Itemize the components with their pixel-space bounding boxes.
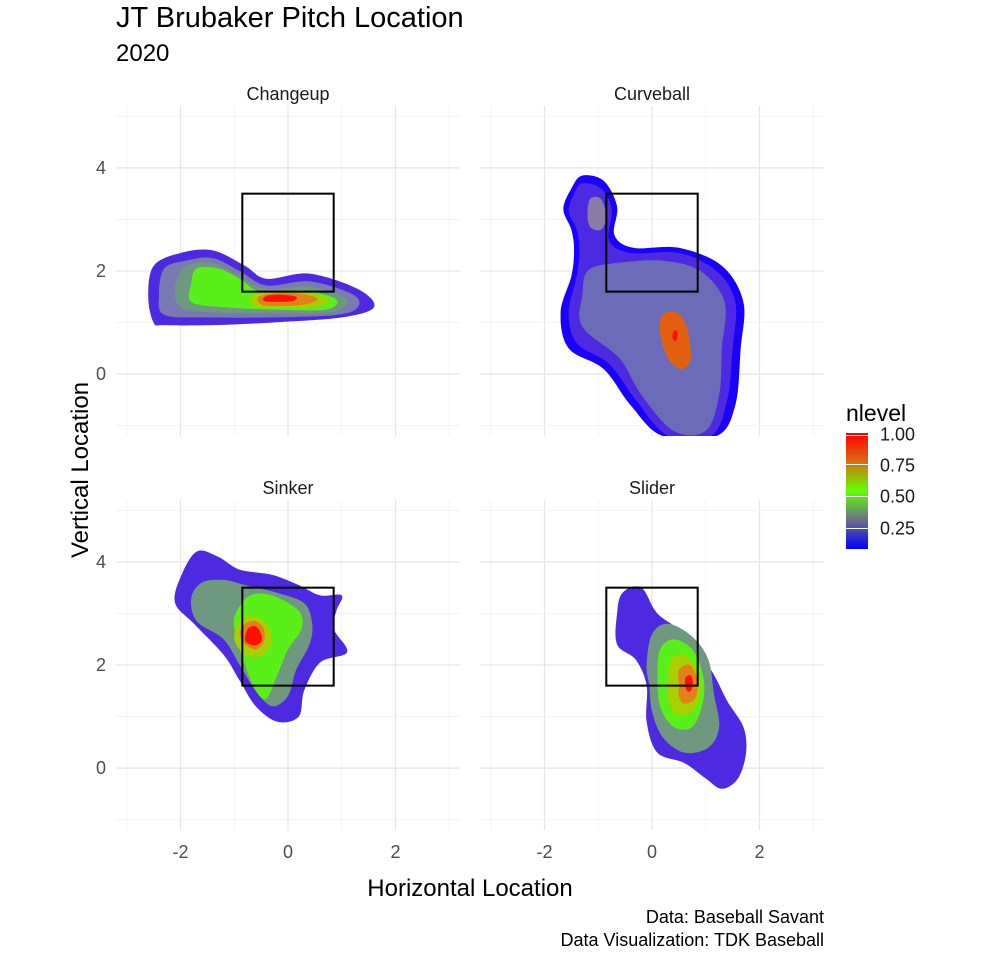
x-tick-label: 0 (647, 842, 657, 862)
strike-zone (605, 192, 699, 293)
x-tick-label: 0 (283, 842, 293, 862)
panel-label: Slider (629, 478, 675, 498)
panel-label: Curveball (614, 84, 690, 104)
x-tick-label: 2 (390, 842, 400, 862)
x-tick-label: -2 (536, 842, 552, 862)
legend-title: nlevel (846, 400, 907, 426)
legend-tick (846, 464, 868, 465)
y-tick-label: 4 (96, 552, 106, 572)
strike-zone (241, 192, 335, 293)
legend-label: 0.25 (880, 518, 916, 539)
y-tick-label: 0 (96, 364, 106, 384)
density-contour (672, 330, 678, 342)
x-tick-label: -2 (172, 842, 188, 862)
legend-tick (846, 496, 868, 497)
strike-zone (241, 586, 335, 687)
legend-label: 1.00 (880, 424, 916, 445)
x-axis-title: Horizontal Location (367, 875, 572, 902)
y-tick-label: 0 (96, 758, 106, 778)
density-contour (684, 675, 693, 692)
legend-tick (846, 435, 868, 436)
chart-subtitle: 2020 (116, 40, 170, 67)
caption-credit: Data Visualization: TDK Baseball (560, 930, 824, 950)
legend-label: 0.50 (880, 486, 916, 507)
y-tick-label: 2 (96, 261, 106, 281)
y-tick-label: 4 (96, 158, 106, 178)
legend: nlevel 1.00 0.75 0.50 0.25 (846, 400, 915, 549)
y-tick-label: 2 (96, 655, 106, 675)
legend-colorbar (846, 433, 868, 549)
density-contour (263, 294, 297, 302)
panel-label: Sinker (262, 478, 313, 498)
legend-tick (846, 528, 868, 529)
caption-source: Data: Baseball Savant (645, 907, 824, 927)
legend-label: 0.75 (880, 455, 916, 476)
x-tick-label: 2 (754, 842, 764, 862)
y-axis-title: Vertical Location (67, 382, 94, 558)
density-contour (587, 196, 607, 231)
panel-label: Changeup (246, 84, 329, 104)
strike-zone (605, 586, 699, 687)
density-contour (579, 260, 726, 436)
density-contour (245, 626, 262, 646)
caption: Data: Baseball Savant Data Visualization… (561, 906, 824, 952)
chart-title: JT Brubaker Pitch Location (116, 2, 464, 34)
